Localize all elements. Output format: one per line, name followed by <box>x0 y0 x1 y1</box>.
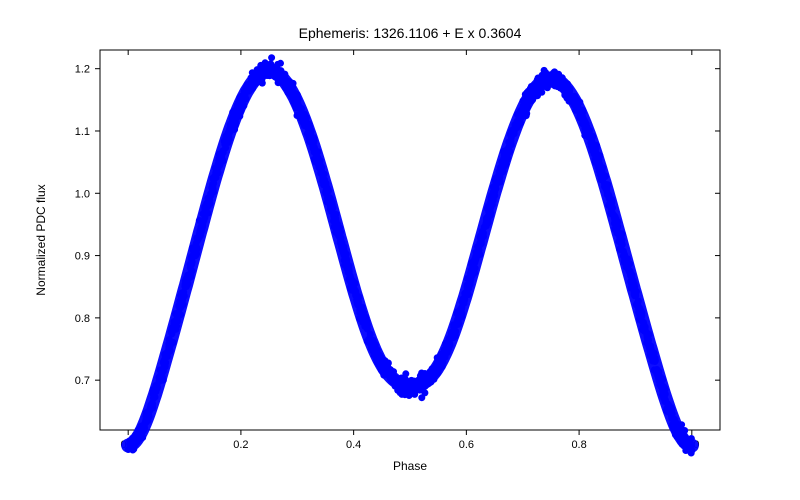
x-tick-label: 0.8 <box>571 439 586 451</box>
chart-title: Ephemeris: 1326.1106 + E x 0.3604 <box>299 25 522 41</box>
chart-container: 0.00.20.40.60.81.0 0.70.80.91.01.11.2 Ep… <box>0 0 800 500</box>
y-tick-label: 1.2 <box>75 64 90 76</box>
y-axis-label: Normalized PDC flux <box>34 184 48 295</box>
y-tick-label: 1.0 <box>75 188 90 200</box>
phase-flux-chart: 0.00.20.40.60.81.0 0.70.80.91.01.11.2 Ep… <box>0 0 800 500</box>
y-tick-label: 0.8 <box>75 313 90 325</box>
x-tick-label: 0.4 <box>346 439 361 451</box>
y-tick-label: 0.7 <box>75 375 90 387</box>
x-tick-label: 0.2 <box>233 439 248 451</box>
scatter-points <box>125 54 696 456</box>
y-tick-label: 1.1 <box>75 126 90 138</box>
x-tick-label: 0.6 <box>459 439 474 451</box>
x-axis-label: Phase <box>393 459 427 473</box>
y-tick-label: 0.9 <box>75 251 90 263</box>
